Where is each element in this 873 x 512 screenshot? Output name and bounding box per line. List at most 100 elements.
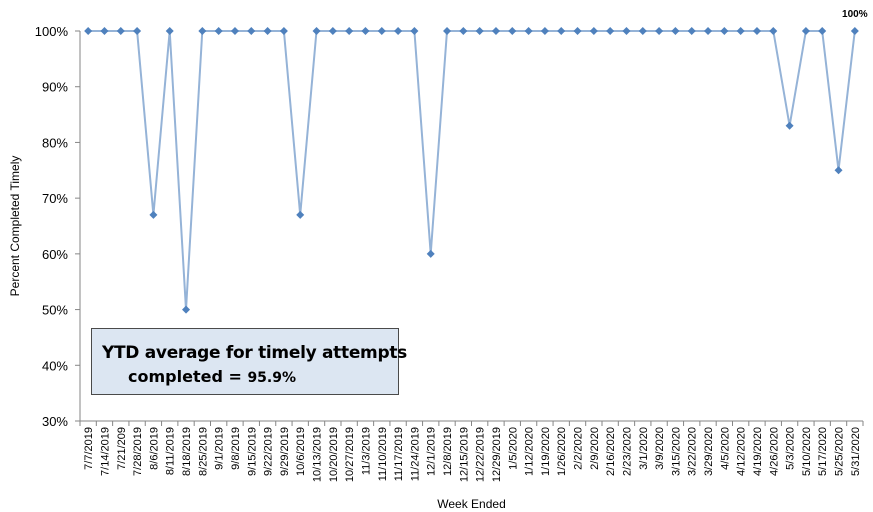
data-point (459, 27, 468, 35)
x-tick-labels: 7/7/2019 7/14/2019 7/21/209 7/28/2019 8/6/20… (83, 427, 862, 482)
data-point (84, 27, 93, 35)
x-tick-label: 10/27/2019 (344, 427, 356, 482)
data-points (84, 27, 859, 314)
data-point (524, 27, 533, 35)
y-tick-label: 40% (42, 358, 68, 373)
data-point (655, 27, 664, 35)
y-axis-label: Percent Completed Timely (8, 156, 22, 297)
data-point (818, 27, 827, 35)
x-tick-label: 11/17/2019 (393, 427, 405, 481)
x-tick-label: 8/25/2019 (197, 427, 209, 476)
y-tick-labels: 30% 40% 50% 60% 70% 80% 90% 100% (35, 24, 69, 429)
x-tick-label: 7/28/2019 (132, 427, 144, 476)
data-point (491, 27, 500, 35)
x-tick-label: 9/1/2019 (214, 427, 226, 470)
y-tick-label: 30% (42, 414, 68, 429)
x-tick-label: 5/10/2020 (801, 427, 813, 476)
data-point (149, 210, 158, 219)
x-tick-label: 2/2/2020 (573, 427, 585, 470)
x-tick-label: 2/9/2020 (589, 427, 601, 470)
x-tick-label: 9/8/2019 (230, 427, 242, 470)
x-tick-label: 1/5/2020 (507, 427, 519, 470)
y-tick-label: 50% (42, 303, 68, 318)
x-tick-label: 7/7/2019 (83, 427, 95, 470)
x-tick-label: 12/15/2019 (458, 427, 470, 482)
x-tick-label: 1/26/2020 (556, 427, 568, 476)
data-point (638, 27, 647, 35)
x-tick-label: 5/25/2020 (834, 427, 846, 476)
x-tick-label: 3/9/2020 (654, 427, 666, 470)
x-tick-label: 4/19/2020 (752, 427, 764, 476)
data-point (687, 27, 696, 35)
data-point (312, 27, 321, 35)
y-tick-label: 100% (35, 24, 69, 39)
x-tick-label: 9/29/2019 (279, 427, 291, 476)
data-point (443, 27, 452, 35)
chart-axes (75, 30, 864, 426)
x-tick-label: 3/22/2020 (687, 427, 699, 476)
x-tick-label: 3/29/2020 (703, 427, 715, 476)
series-line (88, 30, 856, 310)
data-point (769, 27, 778, 35)
data-point (345, 27, 354, 35)
ytd-average-line: completed = 95.9% (128, 367, 296, 386)
data-point (475, 27, 484, 35)
data-point (752, 27, 761, 35)
x-axis-label: Week Ended (437, 497, 506, 511)
data-point (736, 27, 745, 35)
data-point (410, 27, 419, 35)
x-tick-label: 1/19/2020 (540, 427, 552, 476)
x-tick-label: 7/14/2019 (99, 427, 111, 476)
ytd-average-value: 95.9% (247, 370, 297, 386)
y-tick-label: 60% (42, 247, 68, 262)
data-point (100, 27, 109, 35)
x-tick-label: 8/18/2019 (181, 427, 193, 476)
x-tick-label: 1/12/2020 (524, 427, 536, 476)
x-tick-label: 10/13/2019 (312, 427, 324, 482)
x-tick-label: 10/6/2019 (295, 427, 307, 476)
data-point (508, 27, 517, 35)
y-tick-label: 80% (42, 135, 68, 150)
x-tick-label: 4/26/2020 (768, 427, 780, 476)
data-point (328, 27, 337, 35)
x-tick-label: 12/1/2019 (426, 427, 438, 476)
data-point (573, 27, 582, 35)
data-point (606, 27, 615, 35)
ytd-average-label: completed = (128, 367, 248, 386)
data-point (214, 27, 223, 35)
x-tick-label: 9/22/2019 (263, 427, 275, 476)
data-point (394, 27, 403, 35)
x-tick-label: 7/21/209 (116, 427, 128, 470)
data-point (133, 27, 142, 35)
x-tick-label: 5/31/2020 (850, 427, 862, 476)
y-tick-label: 70% (42, 191, 68, 206)
ytd-average-title: YTD average for timely attempts (102, 343, 407, 363)
data-point (230, 27, 239, 35)
x-tick-label: 12/8/2019 (442, 427, 454, 476)
x-tick-label: 4/12/2020 (736, 427, 748, 476)
data-point (279, 27, 288, 35)
data-point (247, 27, 256, 35)
y-tick-label: 90% (42, 80, 68, 95)
x-tick-label: 8/11/2019 (165, 427, 177, 475)
data-point (834, 166, 843, 175)
ytd-average-box: YTD average for timely attempts complete… (91, 328, 407, 395)
data-point (426, 249, 435, 258)
data-point (801, 27, 810, 35)
data-point (377, 27, 386, 35)
x-tick-label: 12/22/2019 (475, 427, 487, 482)
data-point (557, 27, 566, 35)
data-point (850, 27, 859, 35)
x-tick-label: 12/29/2019 (491, 427, 503, 482)
data-point (361, 27, 370, 35)
data-point (182, 305, 191, 314)
last-point-label: 100% (842, 9, 868, 20)
x-tick-label: 3/15/2020 (670, 427, 682, 476)
data-point (540, 27, 549, 35)
x-tick-label: 3/1/2020 (638, 427, 650, 470)
x-tick-label: 5/17/2020 (817, 427, 829, 476)
data-point (720, 27, 729, 35)
data-point (785, 121, 794, 130)
data-point (165, 27, 174, 35)
